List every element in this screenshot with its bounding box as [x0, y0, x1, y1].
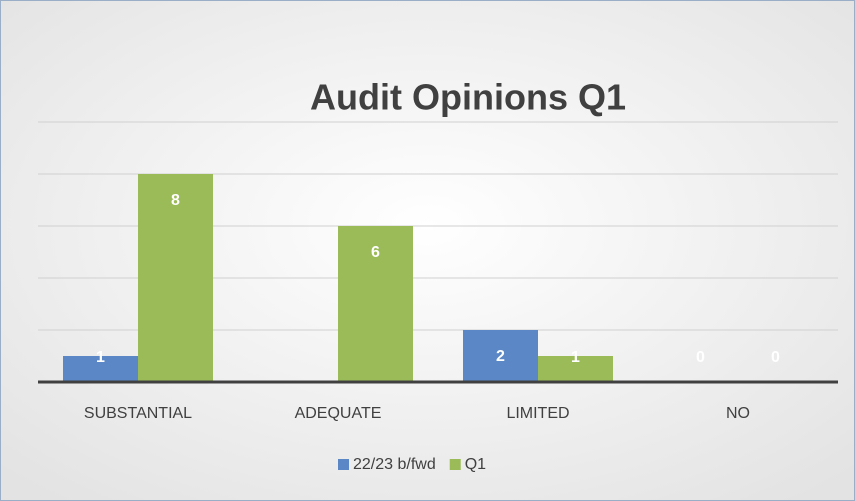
- data-label: 8: [171, 192, 180, 209]
- x-tick-label: LIMITED: [506, 405, 569, 422]
- x-tick-label: NO: [726, 405, 750, 422]
- legend-label: 22/23 b/fwd: [353, 456, 436, 473]
- bar: [538, 356, 613, 382]
- legend-swatch: [338, 459, 349, 470]
- bar: [63, 356, 138, 382]
- data-label: 0: [771, 349, 780, 366]
- bar: [463, 330, 538, 382]
- x-tick-label: SUBSTANTIAL: [84, 405, 192, 422]
- legend-label: Q1: [465, 456, 486, 473]
- bar: [138, 174, 213, 382]
- data-label: 2: [496, 348, 505, 365]
- data-label: 0: [696, 349, 705, 366]
- data-label: 1: [571, 349, 580, 366]
- data-label: 6: [371, 244, 380, 261]
- x-tick-label: ADEQUATE: [295, 405, 382, 422]
- chart-title: Audit Opinions Q1: [310, 77, 626, 118]
- legend-swatch: [449, 459, 461, 470]
- data-label: 1: [96, 349, 105, 366]
- bar: [338, 226, 413, 382]
